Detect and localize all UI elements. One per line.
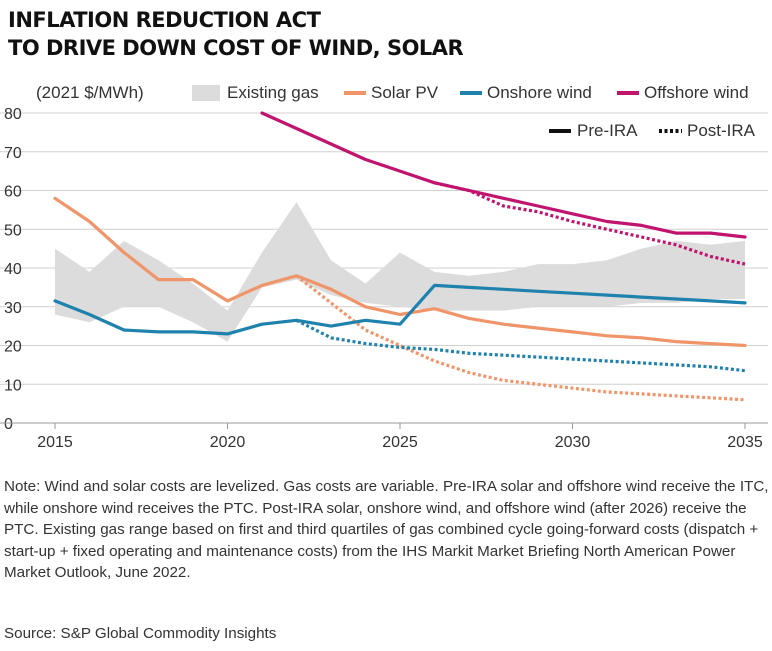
legend-label-offshore-wind: Offshore wind xyxy=(644,83,749,102)
legend-label-onshore-wind: Onshore wind xyxy=(487,83,592,102)
chart-title-line-2: TO DRIVE DOWN COST OF WIND, SOLAR xyxy=(8,36,464,60)
y-tick-label-80: 80 xyxy=(4,106,22,123)
y-tick-label-30: 30 xyxy=(4,300,22,317)
chart-title: INFLATION REDUCTION ACT TO DRIVE DOWN CO… xyxy=(8,6,758,62)
y-tick-label-40: 40 xyxy=(4,261,22,278)
legend-label-post-ira: Post-IRA xyxy=(687,121,756,140)
x-tick-label-2030: 2030 xyxy=(555,434,591,451)
legend-label-existing-gas: Existing gas xyxy=(227,83,319,102)
onshore-wind-pre-ira-line xyxy=(53,283,747,336)
legend-swatch-existing-gas xyxy=(192,85,220,101)
legend: (2021 $/MWh) Existing gas Solar PV Onshore … xyxy=(36,83,756,140)
onshore-wind-post-ira-line xyxy=(295,318,746,373)
chart-source: Source: S&P Global Commodity Insights xyxy=(4,625,277,642)
chart-note: Note: Wind and solar costs are levelized… xyxy=(4,478,769,581)
y-tick-label-20: 20 xyxy=(4,339,22,356)
y-axis-unit-label: (2021 $/MWh) xyxy=(36,83,144,102)
y-tick-label-0: 0 xyxy=(4,416,13,433)
existing-gas-band xyxy=(55,202,745,342)
y-tick-label-10: 10 xyxy=(4,377,22,394)
solar-pv-post-ira-line xyxy=(295,274,746,402)
series-layer xyxy=(53,111,747,402)
offshore-wind-pre-ira-line xyxy=(260,111,747,239)
solar-pv-pre-ira-line xyxy=(53,196,747,348)
offshore-wind-post-ira-line xyxy=(434,181,746,266)
x-tick-label-2035: 2035 xyxy=(727,434,763,451)
legend-label-pre-ira: Pre-IRA xyxy=(577,121,638,140)
y-tick-label-50: 50 xyxy=(4,222,22,239)
x-tick-label-2015: 2015 xyxy=(37,434,73,451)
x-tick-label-2020: 2020 xyxy=(210,434,246,451)
y-tick-label-70: 70 xyxy=(4,145,22,162)
x-tick-label-2025: 2025 xyxy=(382,434,418,451)
gas-band-layer xyxy=(55,202,745,342)
y-tick-label-60: 60 xyxy=(4,184,22,201)
legend-label-solar-pv: Solar PV xyxy=(371,83,439,102)
chart-title-line-1: INFLATION REDUCTION ACT xyxy=(8,8,321,32)
